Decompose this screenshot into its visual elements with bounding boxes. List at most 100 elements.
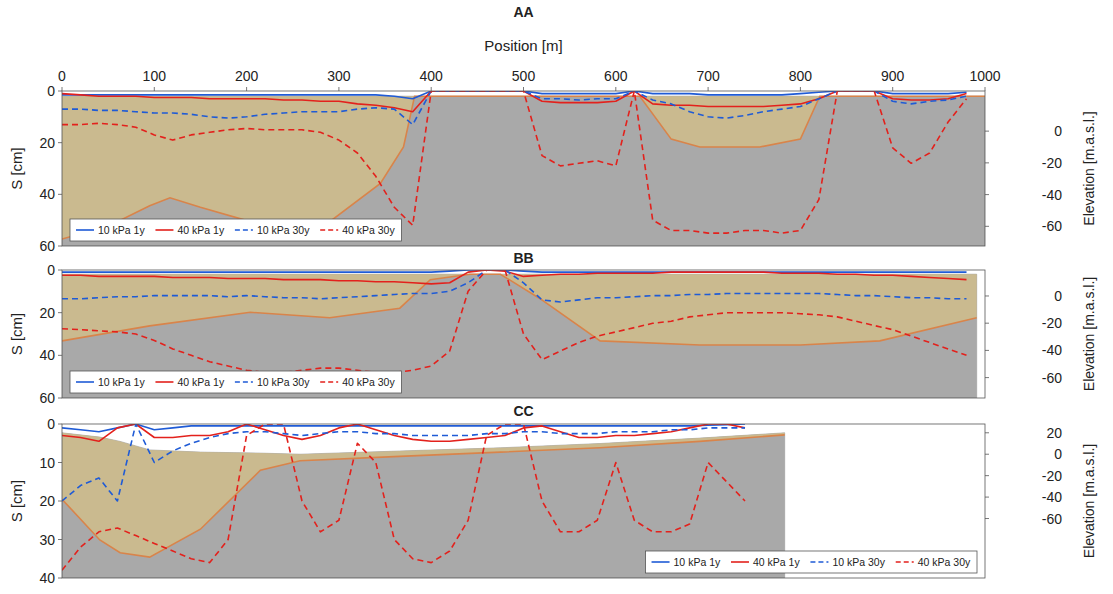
y-tick bbox=[58, 312, 62, 313]
y2-tick bbox=[985, 377, 989, 378]
legend-item: 40 kPa 1y bbox=[155, 376, 224, 388]
x-tick bbox=[154, 87, 155, 91]
y-tick bbox=[58, 91, 62, 92]
legend-swatch bbox=[155, 381, 173, 383]
soft-soil bbox=[62, 433, 785, 557]
plot-frame bbox=[62, 270, 985, 398]
x-tick bbox=[708, 87, 709, 91]
y2-tick bbox=[985, 518, 989, 519]
y-tick bbox=[58, 462, 62, 463]
y2-tick-label: 0 bbox=[1054, 123, 1062, 139]
legend-item: 40 kPa 1y bbox=[731, 556, 800, 568]
x-tick-label: 600 bbox=[604, 68, 628, 84]
y2-tick bbox=[985, 497, 989, 498]
panel: AA01002003004005006007008009001000Positi… bbox=[8, 4, 1097, 254]
plot-area bbox=[62, 270, 977, 398]
y2-axis-title: Elevation [m.a.s.l.] bbox=[1081, 277, 1097, 391]
y-tick-label: 60 bbox=[39, 390, 55, 406]
series-line bbox=[62, 424, 745, 501]
legend-item: 40 kPa 30y bbox=[896, 556, 971, 568]
legend-swatch bbox=[810, 561, 828, 563]
x-tick-label: 200 bbox=[235, 68, 259, 84]
legend-label: 40 kPa 1y bbox=[177, 376, 224, 388]
legend-item: 40 kPa 30y bbox=[320, 224, 395, 236]
panel-title: AA bbox=[513, 4, 533, 20]
x-tick-label: 700 bbox=[696, 68, 720, 84]
y2-axis-title: Elevation [m.a.s.l.] bbox=[1081, 111, 1097, 225]
y-axis-title: S [cm] bbox=[8, 147, 25, 190]
series-line bbox=[62, 424, 745, 432]
y-tick-label: 20 bbox=[39, 135, 55, 151]
legend-label: 10 kPa 1y bbox=[98, 376, 145, 388]
plot-area bbox=[62, 91, 985, 246]
panel: CC010203040S [cm]200-20-40-60Elevation [… bbox=[8, 403, 1097, 586]
y2-tick-label: -60 bbox=[1042, 511, 1062, 527]
y-tick bbox=[58, 424, 62, 425]
plot-area bbox=[62, 424, 785, 578]
legend-swatch bbox=[320, 381, 338, 383]
legend-item: 10 kPa 1y bbox=[76, 224, 145, 236]
legend-swatch bbox=[731, 561, 749, 563]
legend-label: 10 kPa 1y bbox=[98, 224, 145, 236]
y-tick bbox=[58, 194, 62, 195]
x-tick-label: 0 bbox=[58, 68, 66, 84]
y2-tick bbox=[985, 454, 989, 455]
legend: 10 kPa 1y40 kPa 1y10 kPa 30y40 kPa 30y bbox=[646, 551, 977, 573]
legend-swatch bbox=[320, 229, 338, 231]
y-tick-label: 40 bbox=[39, 570, 55, 586]
y-axis-title: S [cm] bbox=[8, 480, 25, 523]
y2-tick bbox=[985, 226, 989, 227]
y2-tick-label: -60 bbox=[1042, 218, 1062, 234]
legend-item: 10 kPa 1y bbox=[76, 376, 145, 388]
y-tick bbox=[58, 270, 62, 271]
y2-tick bbox=[985, 194, 989, 195]
legend-swatch bbox=[896, 561, 914, 563]
x-tick-label: 300 bbox=[327, 68, 351, 84]
x-tick bbox=[615, 87, 616, 91]
x-tick-label: 1000 bbox=[969, 68, 1000, 84]
legend: 10 kPa 1y 40 kPa 1y 10 kPa 30y 40 kPa 30y bbox=[70, 371, 401, 393]
series-line bbox=[62, 91, 967, 112]
legend-swatch bbox=[652, 561, 670, 563]
y2-tick bbox=[985, 323, 989, 324]
x-axis-title: Position [m] bbox=[484, 37, 562, 54]
y-tick bbox=[58, 142, 62, 143]
y-axis-title: S [cm] bbox=[8, 313, 25, 356]
y2-tick bbox=[985, 131, 989, 132]
x-tick bbox=[985, 87, 986, 91]
series-line bbox=[62, 91, 967, 125]
legend-label: 40 kPa 30y bbox=[342, 376, 395, 388]
y-tick-label: 60 bbox=[39, 238, 55, 254]
y2-tick bbox=[985, 475, 989, 476]
legend-swatch bbox=[76, 381, 94, 383]
legend-label: 40 kPa 30y bbox=[918, 556, 971, 568]
y-tick bbox=[58, 501, 62, 502]
figure: AA01002003004005006007008009001000Positi… bbox=[0, 0, 1113, 594]
legend-label: 10 kPa 30y bbox=[257, 224, 310, 236]
y2-tick-label: 20 bbox=[1046, 425, 1062, 441]
y2-tick-label: 0 bbox=[1054, 288, 1062, 304]
y-tick-label: 0 bbox=[47, 83, 55, 99]
y-tick bbox=[58, 539, 62, 540]
legend-item: 10 kPa 30y bbox=[235, 376, 310, 388]
y-tick-label: 20 bbox=[39, 305, 55, 321]
y2-tick-label: -60 bbox=[1042, 370, 1062, 386]
soft-soil-boundary bbox=[62, 274, 977, 345]
legend-item: 40 kPa 30y bbox=[320, 376, 395, 388]
series-line bbox=[62, 91, 967, 233]
y-tick-label: 40 bbox=[39, 186, 55, 202]
x-tick bbox=[892, 87, 893, 91]
legend-label: 10 kPa 1y bbox=[674, 556, 721, 568]
x-tick bbox=[62, 87, 63, 91]
series-line bbox=[62, 424, 745, 570]
x-tick bbox=[800, 87, 801, 91]
legend: 10 kPa 1y40 kPa 1y10 kPa 30y40 kPa 30y bbox=[70, 219, 401, 241]
x-tick-label: 100 bbox=[143, 68, 167, 84]
y-tick bbox=[58, 578, 62, 579]
series-line bbox=[62, 270, 967, 302]
x-tick-label: 500 bbox=[512, 68, 536, 84]
legend-label: 40 kPa 1y bbox=[753, 556, 800, 568]
soft-soil bbox=[62, 274, 977, 345]
legend-box bbox=[70, 371, 401, 393]
y2-tick-label: -20 bbox=[1042, 468, 1062, 484]
